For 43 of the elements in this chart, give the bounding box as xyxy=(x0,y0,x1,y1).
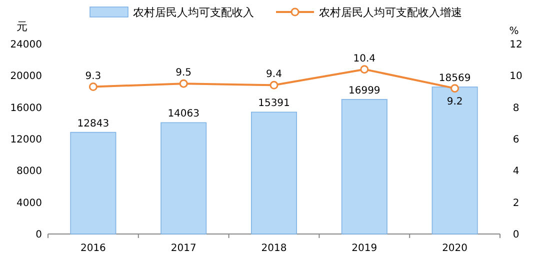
y-tick-label: 24000 xyxy=(10,40,42,50)
data-label: 12843 xyxy=(77,118,110,130)
bar xyxy=(70,132,116,234)
bar xyxy=(341,99,388,234)
y2-tick-label: 12 xyxy=(510,40,522,50)
y-tick-label: 4000 xyxy=(16,198,42,209)
x-tick-label: 2016 xyxy=(80,243,106,254)
data-label: 14063 xyxy=(168,108,200,120)
y2-tick-label: 0 xyxy=(512,230,520,240)
data-label: 18569 xyxy=(438,72,471,84)
y-tick-label: 12000 xyxy=(10,134,42,146)
y2-tick-label: 6 xyxy=(512,134,520,146)
x-tick-label: 2018 xyxy=(261,243,287,254)
y-tick-label: 16000 xyxy=(10,102,42,114)
data-label: 9.3 xyxy=(85,70,102,82)
x-tick-label: 2017 xyxy=(170,243,196,254)
legend-label: 农村居民人均可支配收入 xyxy=(133,6,254,19)
data-label: 15391 xyxy=(258,98,290,110)
y2-tick-label: 2 xyxy=(512,198,520,209)
point xyxy=(179,79,188,88)
y-tick-label: 8000 xyxy=(16,166,42,178)
y2-tick-label: 8 xyxy=(512,102,520,114)
point xyxy=(360,65,369,74)
y-tick-label: 0 xyxy=(36,230,42,240)
bar xyxy=(251,112,297,234)
y-axis-title: 元 xyxy=(16,20,28,33)
data-label: 16999 xyxy=(348,85,380,96)
y2-tick-label: 4 xyxy=(512,166,520,178)
legend-label: 农村居民人均可支配收入增速 xyxy=(319,6,462,19)
x-tick-label: 2019 xyxy=(352,243,378,254)
y2-axis-title: % xyxy=(509,26,519,37)
data-label: 9.5 xyxy=(176,68,192,79)
bar xyxy=(432,86,478,234)
y2-tick-label: 10 xyxy=(510,71,522,82)
point xyxy=(88,82,98,91)
data-label: 9.4 xyxy=(266,69,282,80)
point xyxy=(270,80,278,90)
data-label: 9.2 xyxy=(446,96,463,108)
point xyxy=(450,84,460,93)
bar xyxy=(160,122,207,234)
x-tick-label: 2020 xyxy=(442,243,468,254)
data-label: 10.4 xyxy=(353,53,376,64)
y-tick-label: 20000 xyxy=(10,71,42,82)
